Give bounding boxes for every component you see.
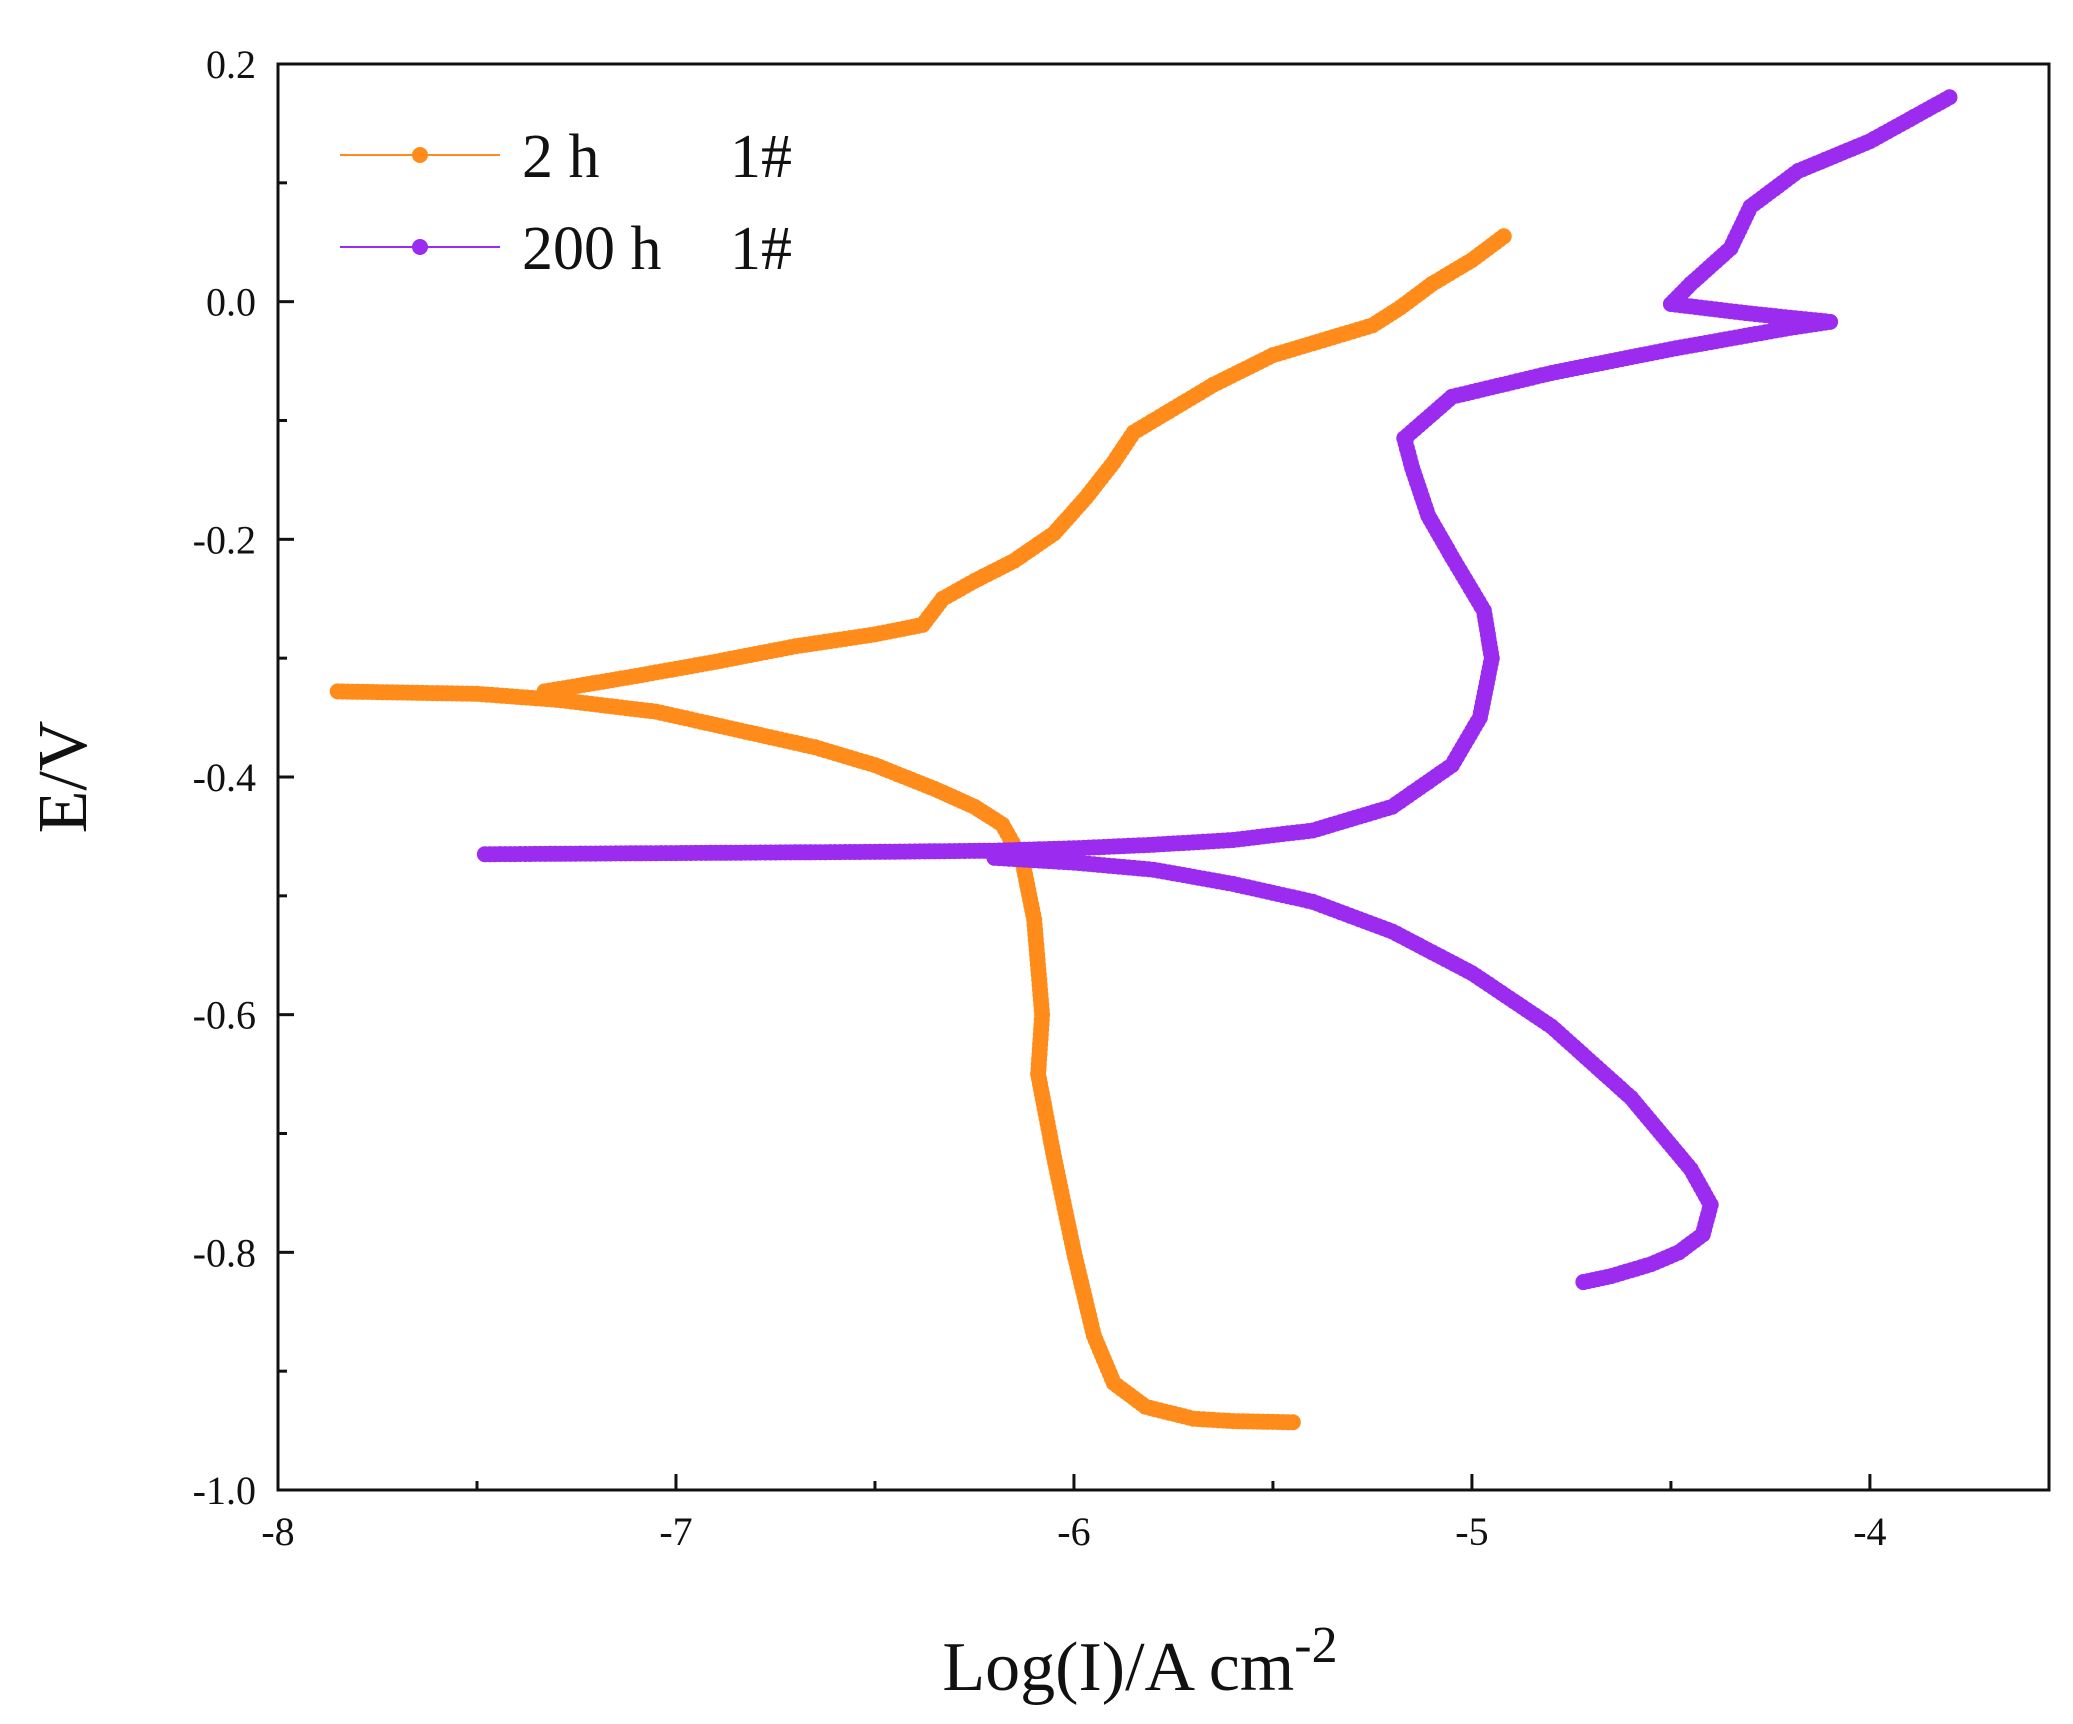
legend-sample-2h: 1#: [730, 123, 792, 191]
y-tick-label: -0.4: [193, 755, 256, 800]
data-point: [1284, 1414, 1301, 1431]
legend-marker-2h: [412, 147, 428, 163]
y-axis-title: E/V: [25, 721, 102, 834]
series-2h: [329, 228, 1512, 1431]
y-tick-label: -0.2: [193, 517, 256, 562]
x-tick-label: -8: [261, 1509, 294, 1554]
series-line-anodic: [544, 235, 1505, 693]
legend-label-200h: 200 h: [522, 215, 662, 283]
y-tick-label: -0.8: [193, 1230, 256, 1275]
legend-sample-200h: 1#: [730, 215, 792, 283]
x-tick-label: -5: [1455, 1509, 1488, 1554]
series-200h: [476, 89, 1958, 1291]
data-point: [1941, 89, 1958, 106]
data-point: [1495, 228, 1512, 245]
y-axis: -1.0 -0.8 -0.6 -0.4 -0.2 0.0 0.2: [193, 42, 294, 1513]
x-tick-label: -6: [1057, 1509, 1090, 1554]
series-line-anodic: [484, 96, 1950, 856]
legend: 2 h 1# 200 h 1#: [340, 123, 792, 283]
legend-label-2h: 2 h: [522, 123, 600, 191]
y-tick-label: 0.0: [206, 280, 256, 325]
y-tick-label: -1.0: [193, 1468, 256, 1513]
x-axis-title-superscript: -2: [1294, 1617, 1337, 1674]
x-axis-title: Log(I)/A cm-2: [942, 1617, 1337, 1706]
x-axis: -8 -7 -6 -5 -4: [261, 1474, 1887, 1554]
series-line-cathodic: [337, 690, 1293, 1424]
y-tick-label: 0.2: [206, 42, 256, 87]
series-layer: [329, 89, 1958, 1431]
data-point: [1575, 1274, 1592, 1291]
x-tick-label: -4: [1853, 1509, 1886, 1554]
legend-marker-200h: [412, 239, 428, 255]
x-tick-label: -7: [659, 1509, 692, 1554]
y-tick-label: -0.6: [193, 993, 256, 1038]
